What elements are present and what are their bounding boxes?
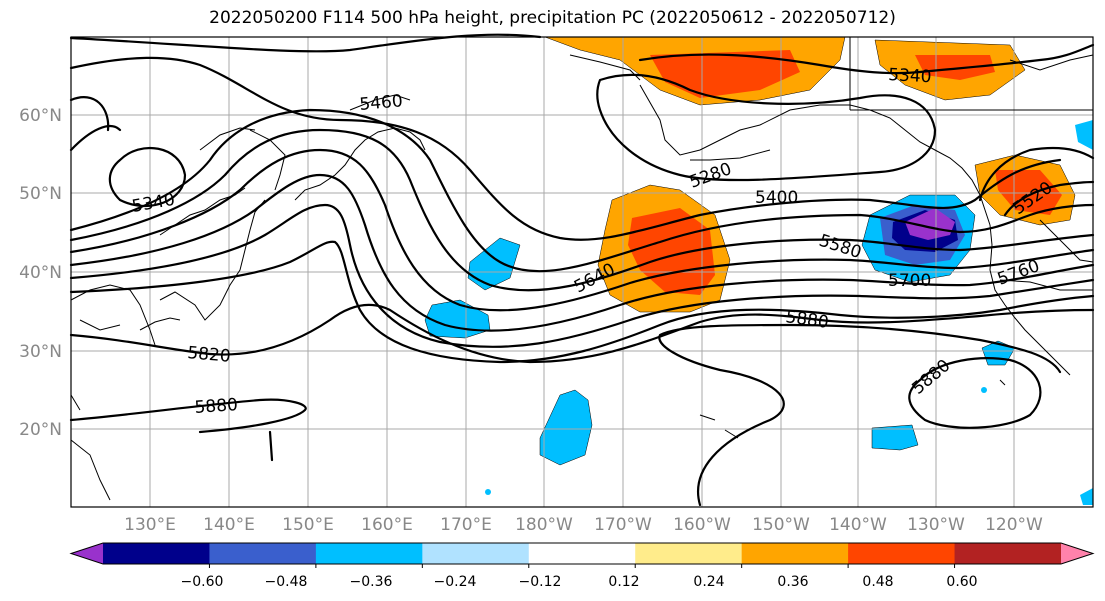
colorbar-tick-labels: −0.60 −0.48 −0.36 −0.24 −0.12 0.12 0.24 … <box>181 574 978 590</box>
lon-label: 120°W <box>985 515 1043 535</box>
contour-label: 5340 <box>888 65 932 87</box>
contour-label: 5280 <box>687 159 734 193</box>
lon-label: 160°E <box>361 515 413 535</box>
colorbar-tick-label: −0.60 <box>181 574 224 590</box>
colorbar-tick-label: 0.60 <box>946 574 977 590</box>
colorbar-tick-label: −0.48 <box>265 574 308 590</box>
colorbar-tick-label: 0.24 <box>693 574 724 590</box>
lon-label: 170°E <box>440 515 492 535</box>
colorbar-tick-label: −0.24 <box>434 574 477 590</box>
lat-label: 60°N <box>19 106 62 126</box>
colorbar-tick-label: −0.36 <box>350 574 393 590</box>
colorbar-extend-min <box>71 543 103 564</box>
colorbar-segment <box>741 543 849 564</box>
lon-label: 130°E <box>124 515 176 535</box>
lon-label: 180°W <box>515 515 573 535</box>
colorbar-segment <box>954 543 1062 564</box>
lat-label: 30°N <box>19 342 62 362</box>
lon-label: 170°W <box>594 515 652 535</box>
contour-label: 5880 <box>194 395 239 418</box>
contour-label: 5820 <box>187 343 232 367</box>
colorbar-segment <box>635 543 743 564</box>
colorbar-segment <box>103 543 210 564</box>
lat-label: 50°N <box>19 184 62 204</box>
contour-label: 5880 <box>784 307 830 333</box>
contour-label: 5340 <box>130 190 176 217</box>
contour-label: 5460 <box>359 91 404 115</box>
contour-label: 5580 <box>816 231 863 263</box>
lon-label: 140°E <box>203 515 255 535</box>
colorbar-segment <box>209 543 317 564</box>
colorbar-tick-label: 0.48 <box>862 574 893 590</box>
colorbar-segment <box>422 543 530 564</box>
map-title: 2022050200 F114 500 hPa height, precipit… <box>209 8 896 28</box>
coastlines <box>70 37 1094 501</box>
lon-label: 150°E <box>282 515 334 535</box>
lat-label: 40°N <box>19 263 62 283</box>
colorbar <box>69 542 1095 568</box>
colorbar-extend-max <box>1061 543 1093 564</box>
colorbar-tick-label: 0.36 <box>777 574 808 590</box>
map-frame <box>70 36 1094 508</box>
contour-label: 5880 <box>908 356 954 399</box>
colorbar-segment <box>528 543 636 564</box>
lon-label: 150°W <box>752 515 810 535</box>
latitude-labels: 60°N 50°N 40°N 30°N 20°N <box>19 106 62 440</box>
colorbar-tick-label: −0.12 <box>519 574 562 590</box>
lon-label: 160°W <box>673 515 731 535</box>
colorbar-segment <box>315 543 423 564</box>
height-contours <box>69 33 1095 507</box>
lat-label: 20°N <box>19 420 62 440</box>
lon-label: 140°W <box>829 515 887 535</box>
longitude-labels: 130°E 140°E 150°E 160°E 170°E 180°W 170°… <box>124 515 1043 535</box>
contour-label: 5700 <box>888 271 931 291</box>
precip-shading-positive <box>544 36 1076 313</box>
colorbar-outline <box>69 542 1095 565</box>
lon-label: 130°W <box>907 515 965 535</box>
colorbar-segment <box>848 543 956 564</box>
colorbar-tick-label: 0.12 <box>608 574 639 590</box>
contour-label: 5400 <box>755 188 798 208</box>
